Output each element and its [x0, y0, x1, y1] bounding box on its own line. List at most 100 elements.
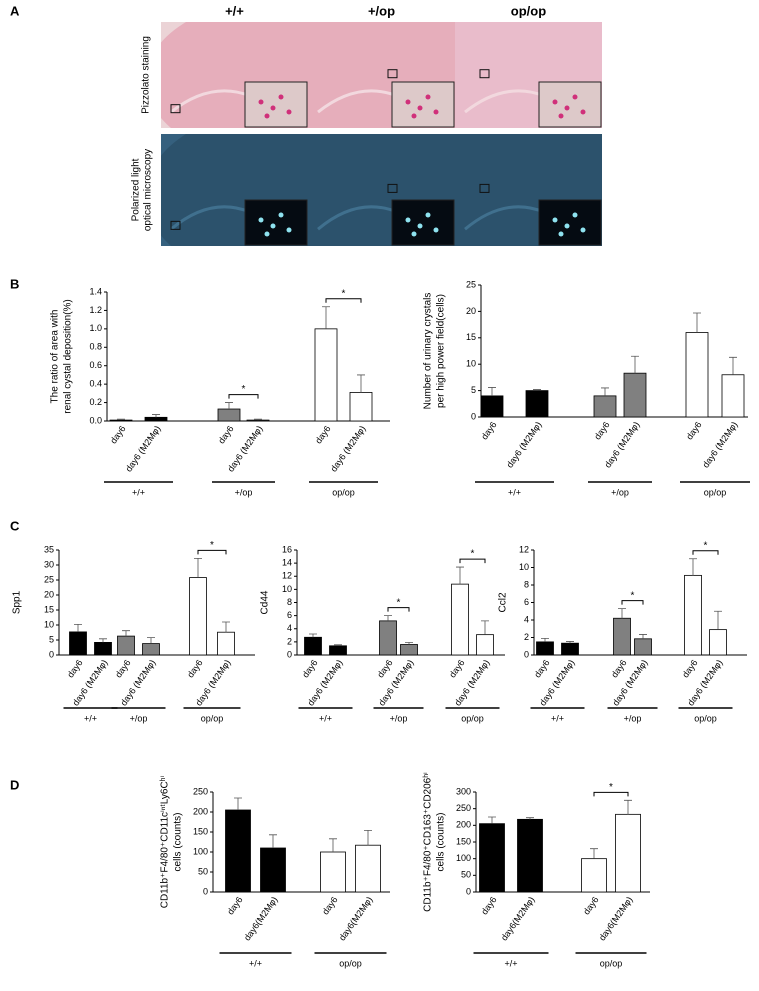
- error-bar: [269, 834, 277, 848]
- significance-star: *: [609, 782, 613, 793]
- error-bar: [601, 387, 609, 396]
- inset: [538, 81, 602, 128]
- bar: [476, 634, 494, 656]
- group-label: +/op: [624, 713, 642, 723]
- significance-bracket: [387, 607, 410, 612]
- bar: [536, 641, 554, 656]
- x-tick-label: day6 (M2Mφ): [123, 424, 162, 474]
- group-label: +/op: [235, 487, 253, 497]
- y-axis-label: CD11b⁺F4/80⁺CD11cⁱⁿᵗLy6Cʰⁱ: [160, 776, 171, 909]
- y-axis-label: Ccl2: [498, 592, 509, 612]
- y-tick-label: 6: [524, 597, 529, 607]
- y-tick-label: 100: [193, 846, 208, 856]
- bar: [709, 629, 727, 656]
- x-tick-label: day6(M2Mφ): [597, 895, 635, 943]
- x-tick-label: day6: [581, 895, 600, 917]
- y-axis-label: Spp1: [12, 590, 23, 614]
- x-tick-label: day6: [320, 895, 339, 917]
- group-label: +/+: [508, 487, 521, 497]
- bar: [400, 644, 418, 656]
- bar: [581, 858, 607, 893]
- inset-spot: [558, 113, 564, 119]
- bar: [329, 645, 347, 656]
- y-tick-label: 50: [198, 866, 208, 876]
- group-label: +/op: [611, 487, 629, 497]
- group-label: op/op: [694, 713, 717, 723]
- tissue-detail: [317, 89, 399, 114]
- y-tick-label: 6: [287, 610, 292, 620]
- y-tick-label: 14: [282, 558, 292, 568]
- y-tick-label: 50: [461, 870, 471, 880]
- inset-spot: [433, 109, 439, 115]
- row-label: Pizzolato staining: [141, 36, 152, 114]
- inset-spot: [580, 109, 586, 115]
- significance-star: *: [397, 597, 401, 608]
- group-label: +/+: [132, 487, 145, 497]
- bar: [217, 631, 235, 656]
- inset-spot: [433, 227, 439, 233]
- bar: [721, 374, 745, 418]
- inset: [391, 199, 455, 246]
- micrograph: [455, 22, 602, 128]
- inset-spot: [405, 99, 411, 105]
- error-bar: [541, 637, 549, 642]
- y-axis-label: The ratio of area with: [50, 310, 61, 404]
- group-label: +/op: [390, 713, 408, 723]
- group-label: +/+: [84, 713, 97, 723]
- significance-star: *: [342, 288, 346, 299]
- inset-spot: [564, 105, 570, 111]
- tissue-detail: [464, 89, 546, 114]
- error-bar: [99, 638, 107, 643]
- inset-spot: [425, 212, 431, 218]
- inset-spot: [552, 99, 558, 105]
- inset-spot: [411, 113, 417, 119]
- y-tick-label: 15: [44, 604, 54, 614]
- y-tick-label: 1.4: [89, 286, 102, 296]
- significance-bracket: [621, 600, 644, 605]
- bar: [225, 809, 251, 893]
- y-tick-label: 150: [456, 836, 471, 846]
- bar: [479, 823, 505, 893]
- bar: [69, 631, 87, 656]
- x-tick-label: day6: [479, 895, 498, 917]
- error-bar: [488, 387, 496, 396]
- bar: [525, 390, 549, 418]
- error-bar: [729, 356, 737, 375]
- y-tick-label: 8: [524, 579, 529, 589]
- inset-spot: [572, 94, 578, 100]
- error-bar: [225, 402, 233, 410]
- x-tick-label: day6 (M2Mφ): [700, 420, 739, 470]
- error-bar: [714, 610, 722, 630]
- inset: [538, 199, 602, 246]
- y-tick-label: 0.6: [89, 360, 102, 370]
- error-bar: [152, 414, 160, 418]
- roi-box: [387, 183, 398, 193]
- x-tick-label: day6: [532, 658, 551, 680]
- tissue-detail: [170, 205, 252, 231]
- y-tick-label: 12: [519, 544, 529, 554]
- y-tick-label: 25: [44, 574, 54, 584]
- significance-bracket: [459, 558, 486, 564]
- error-bar: [234, 797, 242, 810]
- y-tick-label: 250: [193, 786, 208, 796]
- y-tick-label: 10: [519, 562, 529, 572]
- inset-spot: [258, 99, 264, 105]
- bar: [142, 643, 160, 656]
- inset-spot: [264, 113, 270, 119]
- bar: [304, 636, 322, 656]
- bar: [109, 419, 133, 422]
- x-tick-label: day6: [185, 658, 204, 680]
- error-bar: [74, 624, 82, 632]
- significance-star: *: [631, 590, 635, 601]
- inset-spot: [270, 223, 276, 229]
- micrograph: [308, 22, 455, 128]
- x-tick-label: day6: [65, 658, 84, 680]
- inset: [244, 81, 308, 128]
- bar: [117, 635, 135, 656]
- tissue-detail: [317, 205, 399, 231]
- x-tick-label: day6: [216, 424, 235, 446]
- bar: [561, 642, 579, 656]
- y-tick-label: 20: [44, 589, 54, 599]
- x-tick-label: day6: [108, 424, 127, 446]
